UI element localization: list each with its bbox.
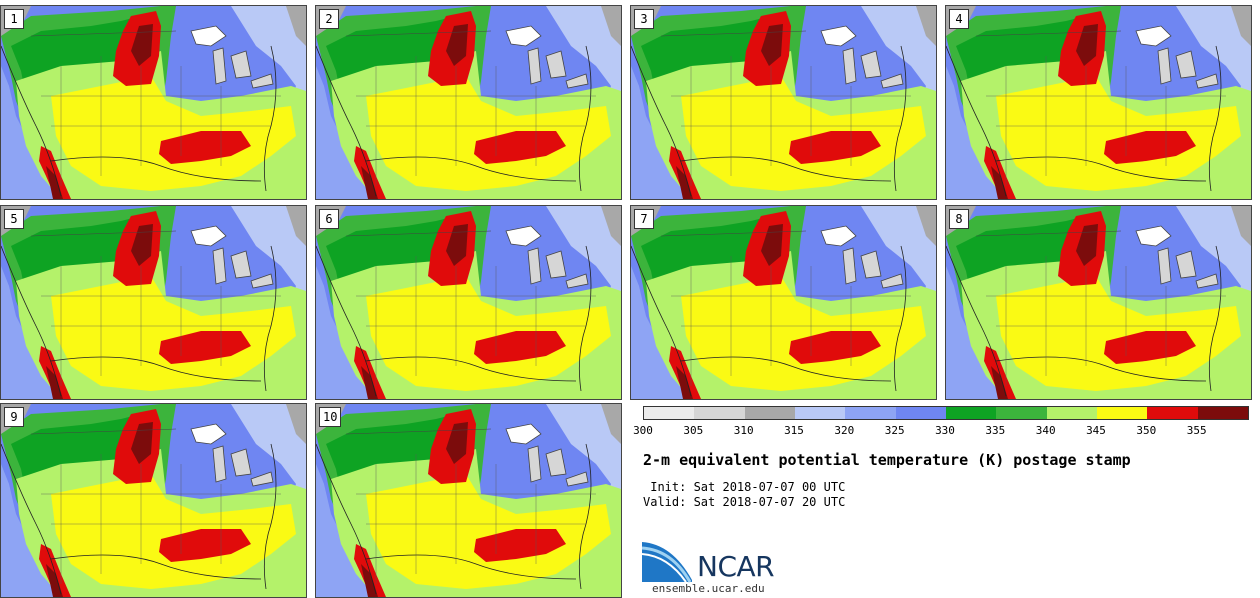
map-panel: 5 bbox=[0, 205, 307, 400]
site-url[interactable]: ensemble.ucar.edu bbox=[652, 582, 765, 595]
map-panel: 8 bbox=[945, 205, 1252, 400]
panel-label: 9 bbox=[4, 407, 24, 427]
color-scale-swatch bbox=[1046, 407, 1097, 419]
map-panel: 10 bbox=[315, 403, 622, 598]
map-image bbox=[1, 6, 306, 199]
panel-label: 8 bbox=[949, 209, 969, 229]
color-scale-swatch bbox=[644, 407, 695, 419]
color-scale-swatch bbox=[1096, 407, 1148, 419]
color-scale-tick-label: 325 bbox=[884, 424, 905, 437]
map-image bbox=[631, 206, 936, 399]
map-image bbox=[946, 206, 1251, 399]
panel-label: 6 bbox=[319, 209, 339, 229]
color-scale-swatch bbox=[1147, 407, 1198, 419]
map-image bbox=[631, 6, 936, 199]
map-image bbox=[316, 206, 621, 399]
color-scale-tick-label: 345 bbox=[1086, 424, 1106, 437]
ncar-logo-icon bbox=[642, 542, 692, 583]
color-scale-swatch bbox=[845, 407, 896, 419]
color-scale-tick-label: 300 bbox=[633, 424, 653, 437]
map-panel: 1 bbox=[0, 5, 307, 200]
panel-label: 2 bbox=[319, 9, 339, 29]
panel-label: 3 bbox=[634, 9, 654, 29]
map-panel: 4 bbox=[945, 5, 1252, 200]
color-scale-tick-label: 350 bbox=[1136, 424, 1157, 437]
panel-label: 1 bbox=[4, 9, 24, 29]
color-scale-tick-label: 340 bbox=[1035, 424, 1056, 437]
init-time: Init: Sat 2018-07-07 00 UTC bbox=[643, 480, 846, 494]
map-image bbox=[1, 206, 306, 399]
color-scale-bar bbox=[643, 406, 1249, 420]
color-scale-tick-label: 330 bbox=[935, 424, 955, 437]
valid-time: Valid: Sat 2018-07-07 20 UTC bbox=[643, 495, 846, 509]
map-image bbox=[316, 6, 621, 199]
color-scale-tick-label: 355 bbox=[1186, 424, 1207, 437]
ncar-wordmark: NCAR bbox=[697, 550, 775, 583]
color-scale-swatch bbox=[694, 407, 745, 419]
map-image bbox=[946, 6, 1251, 199]
panel-label: 5 bbox=[4, 209, 24, 229]
color-scale-tick-label: 315 bbox=[784, 424, 804, 437]
map-panel: 9 bbox=[0, 403, 307, 598]
panel-label: 4 bbox=[949, 9, 969, 29]
color-scale-tick-label: 310 bbox=[733, 424, 754, 437]
panel-label: 7 bbox=[634, 209, 654, 229]
plot-title: 2-m equivalent potential temperature (K)… bbox=[643, 451, 1131, 469]
map-panel: 6 bbox=[315, 205, 622, 400]
color-scale-tick-label: 320 bbox=[834, 424, 855, 437]
map-image bbox=[316, 404, 621, 597]
map-panel: 3 bbox=[630, 5, 937, 200]
color-scale-swatch bbox=[794, 407, 846, 419]
map-panel: 7 bbox=[630, 205, 937, 400]
color-scale-swatch bbox=[744, 407, 795, 419]
color-scale-tick-label: 305 bbox=[683, 424, 704, 437]
map-image bbox=[1, 404, 306, 597]
color-scale-swatch bbox=[996, 407, 1047, 419]
color-scale-swatch bbox=[1197, 407, 1248, 419]
color-scale-swatch bbox=[895, 407, 946, 419]
panel-label: 10 bbox=[319, 407, 342, 427]
map-panel: 2 bbox=[315, 5, 622, 200]
color-scale-tick-label: 335 bbox=[985, 424, 1006, 437]
color-scale-swatch bbox=[945, 407, 997, 419]
